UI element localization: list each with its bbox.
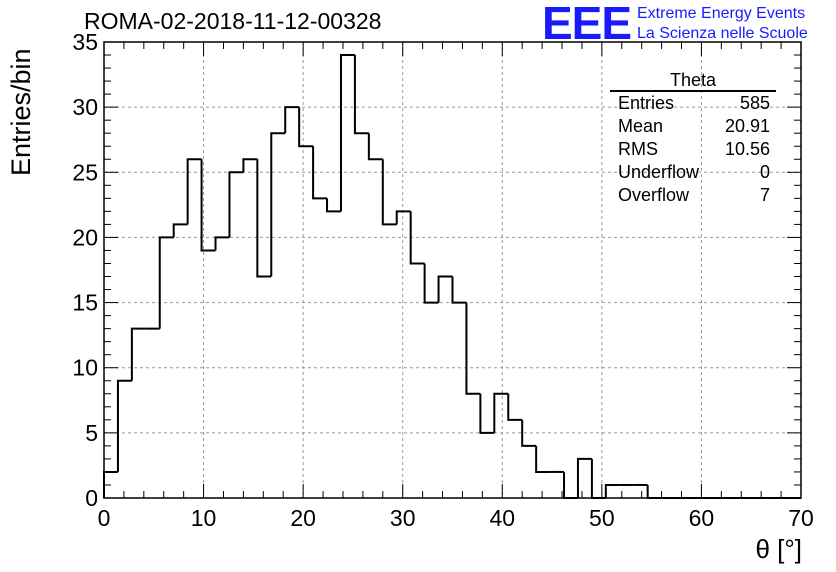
stats-label: Underflow — [618, 162, 700, 182]
stats-value: 0 — [759, 162, 770, 182]
histogram-bars — [103, 54, 801, 499]
stats-value: 585 — [739, 93, 770, 113]
y-tick-label: 15 — [72, 290, 98, 316]
y-tick-label: 5 — [85, 420, 98, 446]
chart-title: ROMA-02-2018-11-12-00328 — [84, 8, 382, 34]
x-tick-label: 60 — [689, 505, 715, 531]
stats-value: 10.56 — [724, 139, 770, 159]
histogram-bin — [479, 393, 495, 434]
histogram-bin — [298, 107, 314, 148]
histogram-bin — [284, 106, 300, 134]
y-tick-label: 20 — [72, 224, 98, 250]
stats-row: Mean 20.91 — [610, 115, 776, 138]
histogram-bin — [339, 54, 355, 212]
histogram-bin — [214, 236, 230, 251]
stats-label: Mean — [618, 116, 664, 136]
y-tick-label: 25 — [72, 159, 98, 185]
histogram-bin — [465, 302, 481, 395]
histogram-bin — [312, 146, 328, 200]
histogram-bin — [521, 419, 537, 447]
histogram-bin — [326, 198, 341, 213]
histogram-bin — [507, 393, 523, 421]
stats-value: 20.91 — [724, 116, 770, 136]
axes — [103, 41, 802, 499]
x-axis-label: θ [°] — [755, 534, 802, 564]
stats-label: Overflow — [618, 185, 690, 205]
histogram-bin — [158, 236, 174, 329]
x-tick-label: 30 — [390, 505, 416, 531]
histogram-bin — [395, 210, 411, 225]
stats-label: RMS — [618, 139, 658, 159]
y-tick-label: 35 — [72, 29, 98, 55]
y-tick-label: 30 — [72, 94, 98, 120]
stats-row: RMS 10.56 — [610, 138, 776, 161]
histogram-bin — [200, 159, 216, 252]
y-tick-label: 0 — [85, 485, 98, 511]
histogram-bin — [423, 263, 439, 304]
histogram-bin — [367, 133, 383, 161]
histogram-bin — [242, 158, 258, 173]
histogram-bin — [576, 457, 592, 498]
histogram-bin — [590, 458, 606, 499]
histogram-bin — [493, 392, 509, 433]
stats-row: Underflow 0 — [610, 161, 776, 184]
histogram-bin — [172, 223, 188, 238]
stats-row: Overflow 7 — [610, 184, 776, 207]
stats-label: Entries — [618, 93, 675, 113]
histogram-bin — [116, 379, 132, 472]
eee-logo: EEE — [542, 0, 632, 49]
tick-marks — [103, 41, 802, 499]
logo-caption-line2: La Scienza nelle Scuole — [637, 25, 808, 42]
plot-frame — [103, 41, 802, 499]
stats-row: Entries 585 — [610, 92, 776, 115]
x-tick-label: 10 — [191, 505, 217, 531]
histogram-bin — [256, 159, 272, 278]
histogram-bin — [604, 483, 620, 498]
histogram-bin — [451, 276, 467, 304]
histogram-bin — [381, 159, 397, 226]
y-axis-label: Entries/bin — [6, 48, 36, 176]
stats-value: 7 — [759, 185, 770, 205]
x-tick-label: 40 — [489, 505, 515, 531]
logo-caption-line1: Extreme Energy Events — [637, 5, 806, 22]
histogram-bin — [437, 275, 453, 303]
histogram-bin — [353, 55, 369, 135]
grid-lines — [104, 42, 801, 498]
histogram-bin — [130, 327, 146, 381]
histogram-bin — [535, 445, 551, 473]
stats-title: Theta — [610, 70, 776, 92]
histogram-bin — [186, 158, 202, 225]
histogram-bin — [228, 171, 244, 238]
y-tick-label: 10 — [72, 355, 98, 381]
histogram-bin — [270, 132, 286, 277]
histogram-bin — [409, 211, 425, 265]
histogram-bin — [563, 471, 578, 499]
logo-caption: Extreme Energy Events La Scienza nelle S… — [637, 4, 808, 44]
stats-box: Theta Entries 585 Mean 20.91 RMS 10.56 Unde… — [610, 70, 776, 207]
x-tick-label: 20 — [290, 505, 316, 531]
histogram-bin — [646, 484, 662, 499]
x-tick-label: 70 — [788, 505, 814, 531]
x-tick-label: 50 — [589, 505, 615, 531]
x-tick-label: 0 — [98, 505, 111, 531]
